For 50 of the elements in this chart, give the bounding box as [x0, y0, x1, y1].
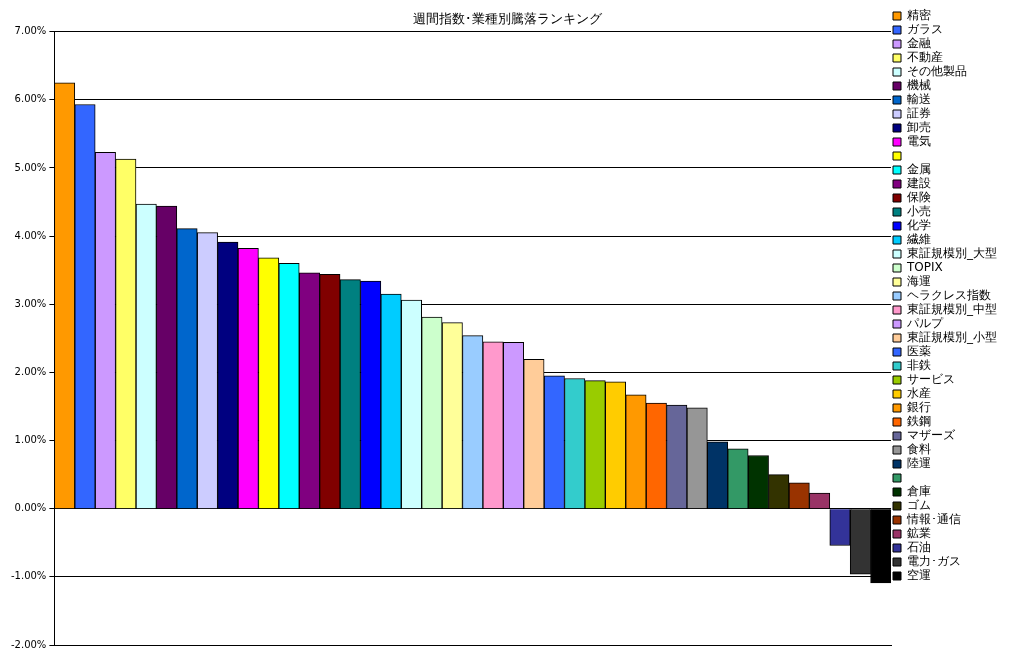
legend-label: 医薬 — [907, 344, 931, 359]
y-tick-label: 0.00% — [14, 502, 47, 514]
legend-label: 建設 — [906, 176, 931, 191]
legend-label: 小売 — [907, 204, 931, 219]
legend-label: 機械 — [907, 78, 931, 93]
legend-label: ガラス — [907, 22, 943, 37]
legend-label: ゴム — [907, 498, 931, 513]
legend-label: 保険 — [907, 190, 931, 205]
chart-title: 週間指数･業種別騰落ランキング — [413, 11, 603, 27]
legend-label: 陸運 — [907, 456, 931, 471]
legend-label: パルプ — [906, 316, 944, 331]
legend-label: 化学 — [907, 218, 931, 233]
legend-label: 電気 — [907, 134, 931, 149]
legend-label: 東証規模別_大型 — [907, 246, 997, 261]
legend-label: 銀行 — [907, 400, 931, 415]
legend-label: 卸売 — [907, 120, 931, 135]
legend-label: 金属 — [907, 162, 931, 177]
y-tick-label: 6.00% — [14, 93, 47, 105]
legend-label: TOPIX — [906, 260, 943, 275]
y-tick-label: 7.00% — [14, 25, 47, 37]
legend-label: サービス — [907, 372, 955, 387]
legend-label: 精密 — [907, 8, 931, 23]
legend-label: 東証規模別_中型 — [907, 302, 997, 317]
y-tick-label: -1.00% — [10, 570, 47, 582]
legend-label: 非鉄 — [907, 358, 931, 373]
y-tick-label: 5.00% — [14, 161, 47, 173]
legend-label: 海運 — [907, 274, 931, 289]
legend-label: 証券 — [907, 106, 931, 121]
y-tick-label: 2.00% — [14, 365, 47, 377]
y-tick-label: 1.00% — [14, 434, 47, 446]
legend-label: その他製品 — [907, 64, 967, 79]
legend-label: 倉庫 — [907, 484, 931, 499]
legend-label: マザーズ — [907, 428, 956, 443]
legend-label: 水産 — [907, 386, 931, 401]
legend-label: 電力･ガス — [907, 554, 961, 569]
legend-label: 食料 — [907, 442, 931, 457]
y-tick-label: -2.00% — [10, 638, 47, 650]
legend-label: 繊維 — [906, 232, 931, 247]
legend-label: 石油 — [907, 540, 931, 555]
legend-label: 鉱業 — [907, 526, 931, 541]
legend-label: 金融 — [907, 36, 931, 51]
legend-label: 空運 — [907, 568, 931, 583]
legend-label: 情報･通信 — [906, 512, 961, 527]
legend-label: 不動産 — [907, 50, 943, 65]
legend-label: 東証規模別_小型 — [907, 330, 997, 345]
y-tick-label: 4.00% — [14, 229, 47, 241]
legend-label: 鉄鋼 — [907, 414, 931, 429]
y-tick-label: 3.00% — [14, 297, 47, 309]
legend-label: 輸送 — [907, 92, 931, 107]
legend-label: ヘラクレス指数 — [907, 288, 991, 303]
